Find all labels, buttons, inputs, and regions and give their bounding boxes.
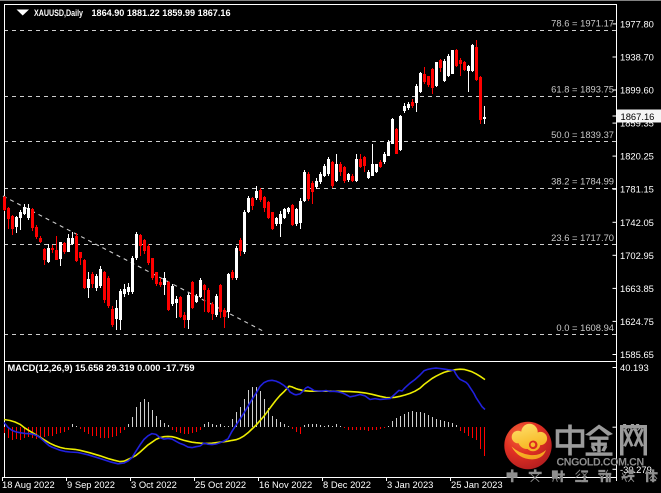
svg-text:-30.279: -30.279 [620, 464, 652, 475]
svg-text:1899.60: 1899.60 [620, 85, 654, 96]
svg-text:3 Oct 2022: 3 Oct 2022 [131, 479, 177, 490]
svg-text:1663.85: 1663.85 [620, 283, 654, 294]
svg-text:8 Dec 2022: 8 Dec 2022 [323, 479, 371, 490]
svg-text:1864.90 1881.22 1859.99 1867.1: 1864.90 1881.22 1859.99 1867.16 [92, 8, 231, 19]
svg-text:1742.05: 1742.05 [620, 217, 654, 228]
svg-text:3 Jan 2023: 3 Jan 2023 [387, 479, 433, 490]
svg-text:1867.16: 1867.16 [621, 111, 655, 122]
svg-text:38.2 = 1784.99: 38.2 = 1784.99 [551, 176, 614, 187]
svg-text:1781.15: 1781.15 [620, 184, 654, 195]
svg-text:1820.25: 1820.25 [620, 151, 654, 162]
svg-text:MACD(12,26,9) 15.658 29.319 0.: MACD(12,26,9) 15.658 29.319 0.000 -17.75… [8, 362, 195, 373]
svg-text:1859.35: 1859.35 [620, 118, 654, 129]
svg-text:23.6 = 1717.70: 23.6 = 1717.70 [551, 232, 614, 243]
svg-text:25 Jan 2023: 25 Jan 2023 [451, 479, 503, 490]
svg-text:18 Aug 2022: 18 Aug 2022 [2, 479, 55, 490]
svg-text:1702.95: 1702.95 [620, 250, 654, 261]
svg-text:1977.80: 1977.80 [620, 18, 654, 29]
svg-text:XAUUSD,Daily: XAUUSD,Daily [34, 8, 83, 19]
svg-text:1585.65: 1585.65 [620, 349, 654, 360]
svg-text:1624.75: 1624.75 [620, 316, 654, 327]
svg-text:9 Sep 2022: 9 Sep 2022 [67, 479, 115, 490]
svg-text:16 Nov 2022: 16 Nov 2022 [259, 479, 312, 490]
svg-text:50.0 = 1839.37: 50.0 = 1839.37 [551, 129, 614, 140]
svg-text:25 Oct 2022: 25 Oct 2022 [195, 479, 246, 490]
svg-text:1938.70: 1938.70 [620, 52, 654, 63]
svg-text:78.6 = 1971.17: 78.6 = 1971.17 [551, 17, 614, 28]
svg-text:40.193: 40.193 [620, 362, 649, 373]
svg-text:0.0 = 1608.94: 0.0 = 1608.94 [556, 322, 614, 333]
svg-text:61.8 = 1893.75: 61.8 = 1893.75 [551, 84, 614, 95]
svg-text:CNGOLD.COM.CN: CNGOLD.COM.CN [557, 456, 644, 468]
